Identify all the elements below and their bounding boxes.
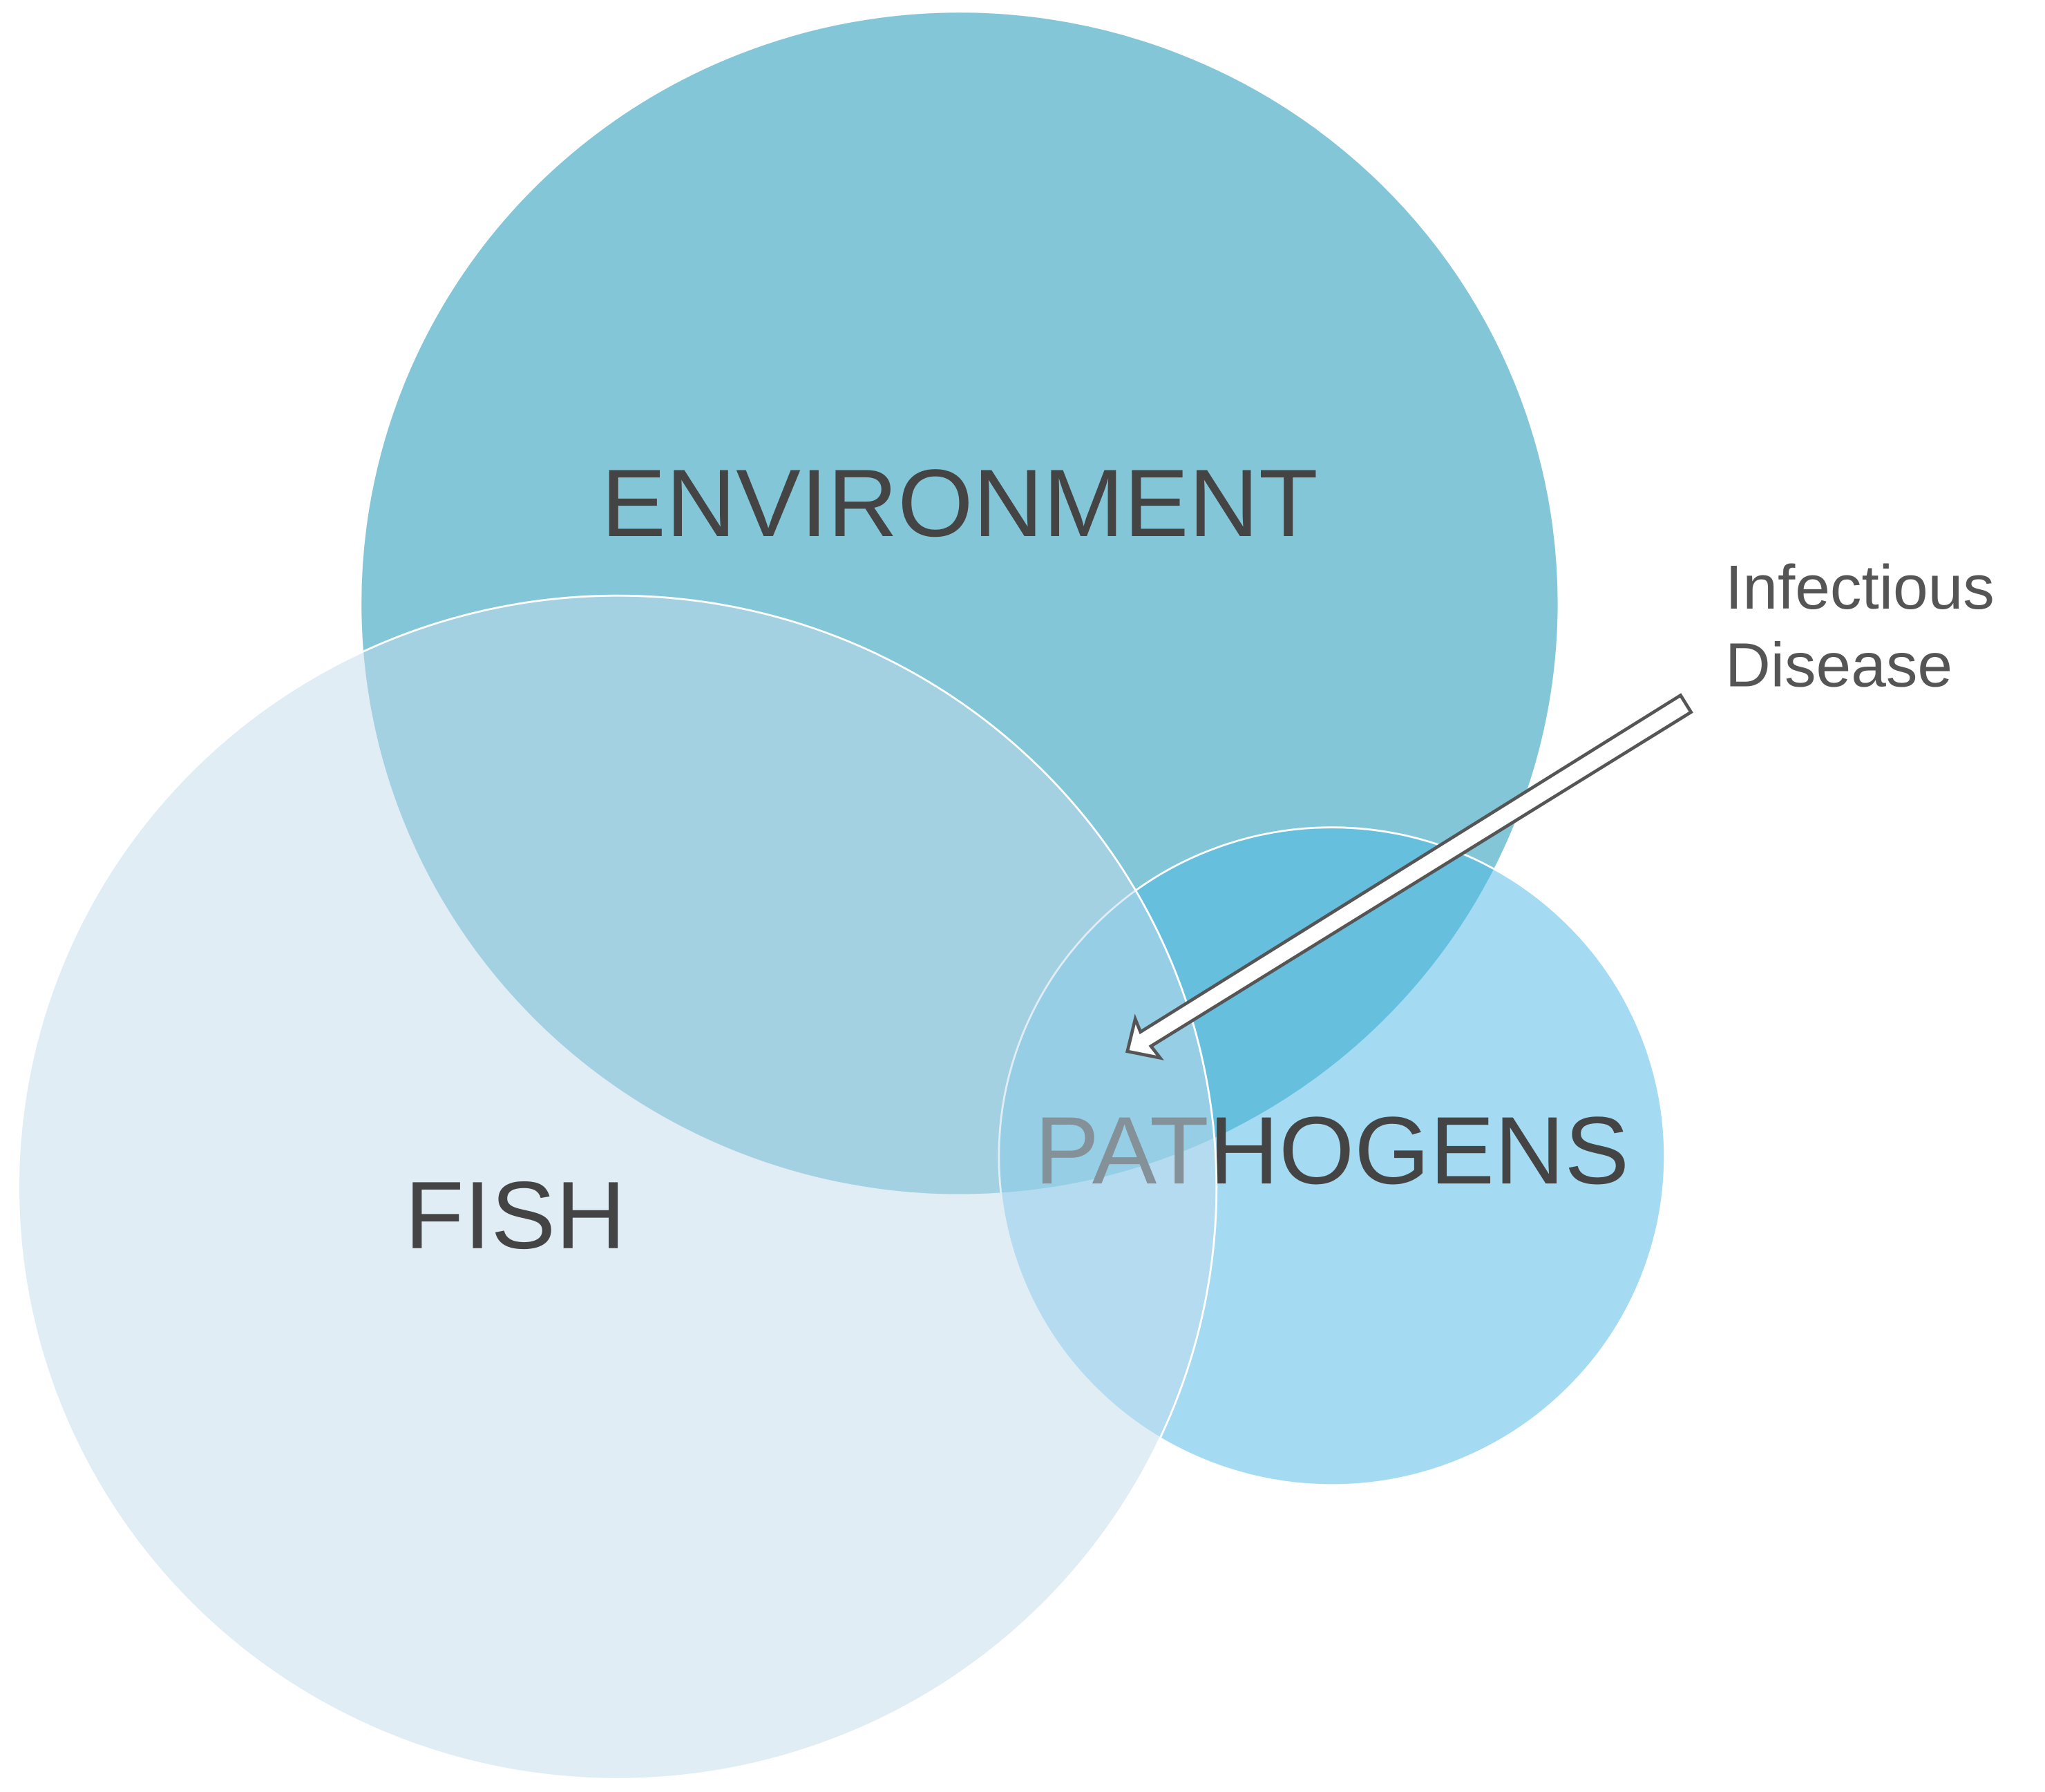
annotation-line: Infectious — [1725, 553, 1995, 622]
environment-label: ENVIRONMENT — [601, 450, 1318, 557]
annotation-line: Disease — [1725, 631, 1952, 700]
fish-label: FISH — [405, 1162, 626, 1269]
arrow — [1125, 693, 1693, 1060]
fish-circle — [17, 594, 1218, 1780]
